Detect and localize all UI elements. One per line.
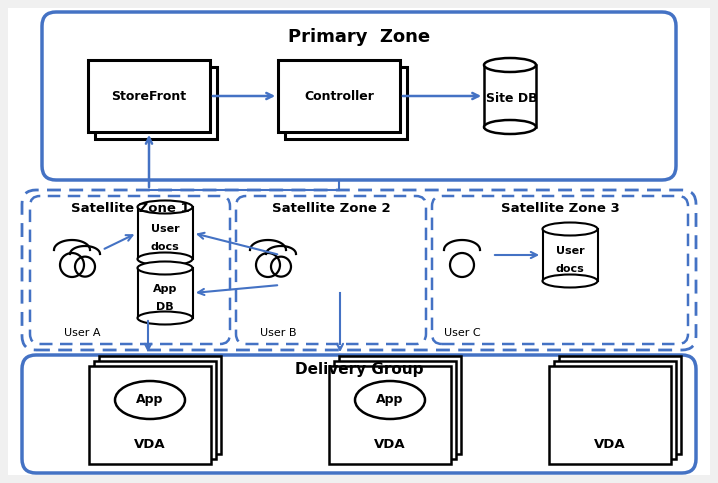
Text: App: App <box>376 394 404 407</box>
Text: docs: docs <box>556 264 584 274</box>
Text: StoreFront: StoreFront <box>111 89 187 102</box>
Bar <box>88 60 210 132</box>
Ellipse shape <box>115 381 185 419</box>
Bar <box>484 65 536 127</box>
Ellipse shape <box>484 58 536 72</box>
Bar <box>549 366 671 464</box>
Bar <box>95 67 217 139</box>
Text: VDA: VDA <box>374 439 406 452</box>
Text: Satellite Zone 1: Satellite Zone 1 <box>70 202 190 215</box>
Ellipse shape <box>543 274 597 287</box>
Ellipse shape <box>355 381 425 419</box>
Text: User C: User C <box>444 328 480 338</box>
Text: User: User <box>556 246 584 256</box>
Bar <box>285 67 407 139</box>
Text: User: User <box>151 224 180 234</box>
Text: VDA: VDA <box>595 439 626 452</box>
Ellipse shape <box>138 253 192 266</box>
Text: Satellite Zone 3: Satellite Zone 3 <box>500 202 620 215</box>
Text: App: App <box>153 284 177 294</box>
Text: Site DB: Site DB <box>486 91 538 104</box>
Bar <box>89 366 211 464</box>
Bar <box>138 268 193 318</box>
Bar <box>278 60 400 132</box>
Text: Primary  Zone: Primary Zone <box>288 28 430 46</box>
Text: Delivery Group: Delivery Group <box>295 362 423 377</box>
Bar <box>94 361 216 459</box>
Text: Satellite Zone 2: Satellite Zone 2 <box>271 202 391 215</box>
Text: User B: User B <box>260 328 297 338</box>
Text: Controller: Controller <box>304 89 374 102</box>
Bar <box>99 356 221 454</box>
Bar <box>329 366 451 464</box>
Ellipse shape <box>543 223 597 236</box>
Ellipse shape <box>138 312 192 325</box>
Bar <box>138 207 193 259</box>
Ellipse shape <box>484 120 536 134</box>
Bar <box>334 361 456 459</box>
Bar <box>554 361 676 459</box>
Text: VDA: VDA <box>134 439 166 452</box>
Ellipse shape <box>138 200 192 213</box>
Bar <box>559 356 681 454</box>
Bar <box>339 356 461 454</box>
Text: User A: User A <box>64 328 101 338</box>
Text: DB: DB <box>157 302 174 312</box>
Text: App: App <box>136 394 164 407</box>
Bar <box>543 229 598 281</box>
Ellipse shape <box>138 261 192 274</box>
Text: docs: docs <box>151 242 180 252</box>
